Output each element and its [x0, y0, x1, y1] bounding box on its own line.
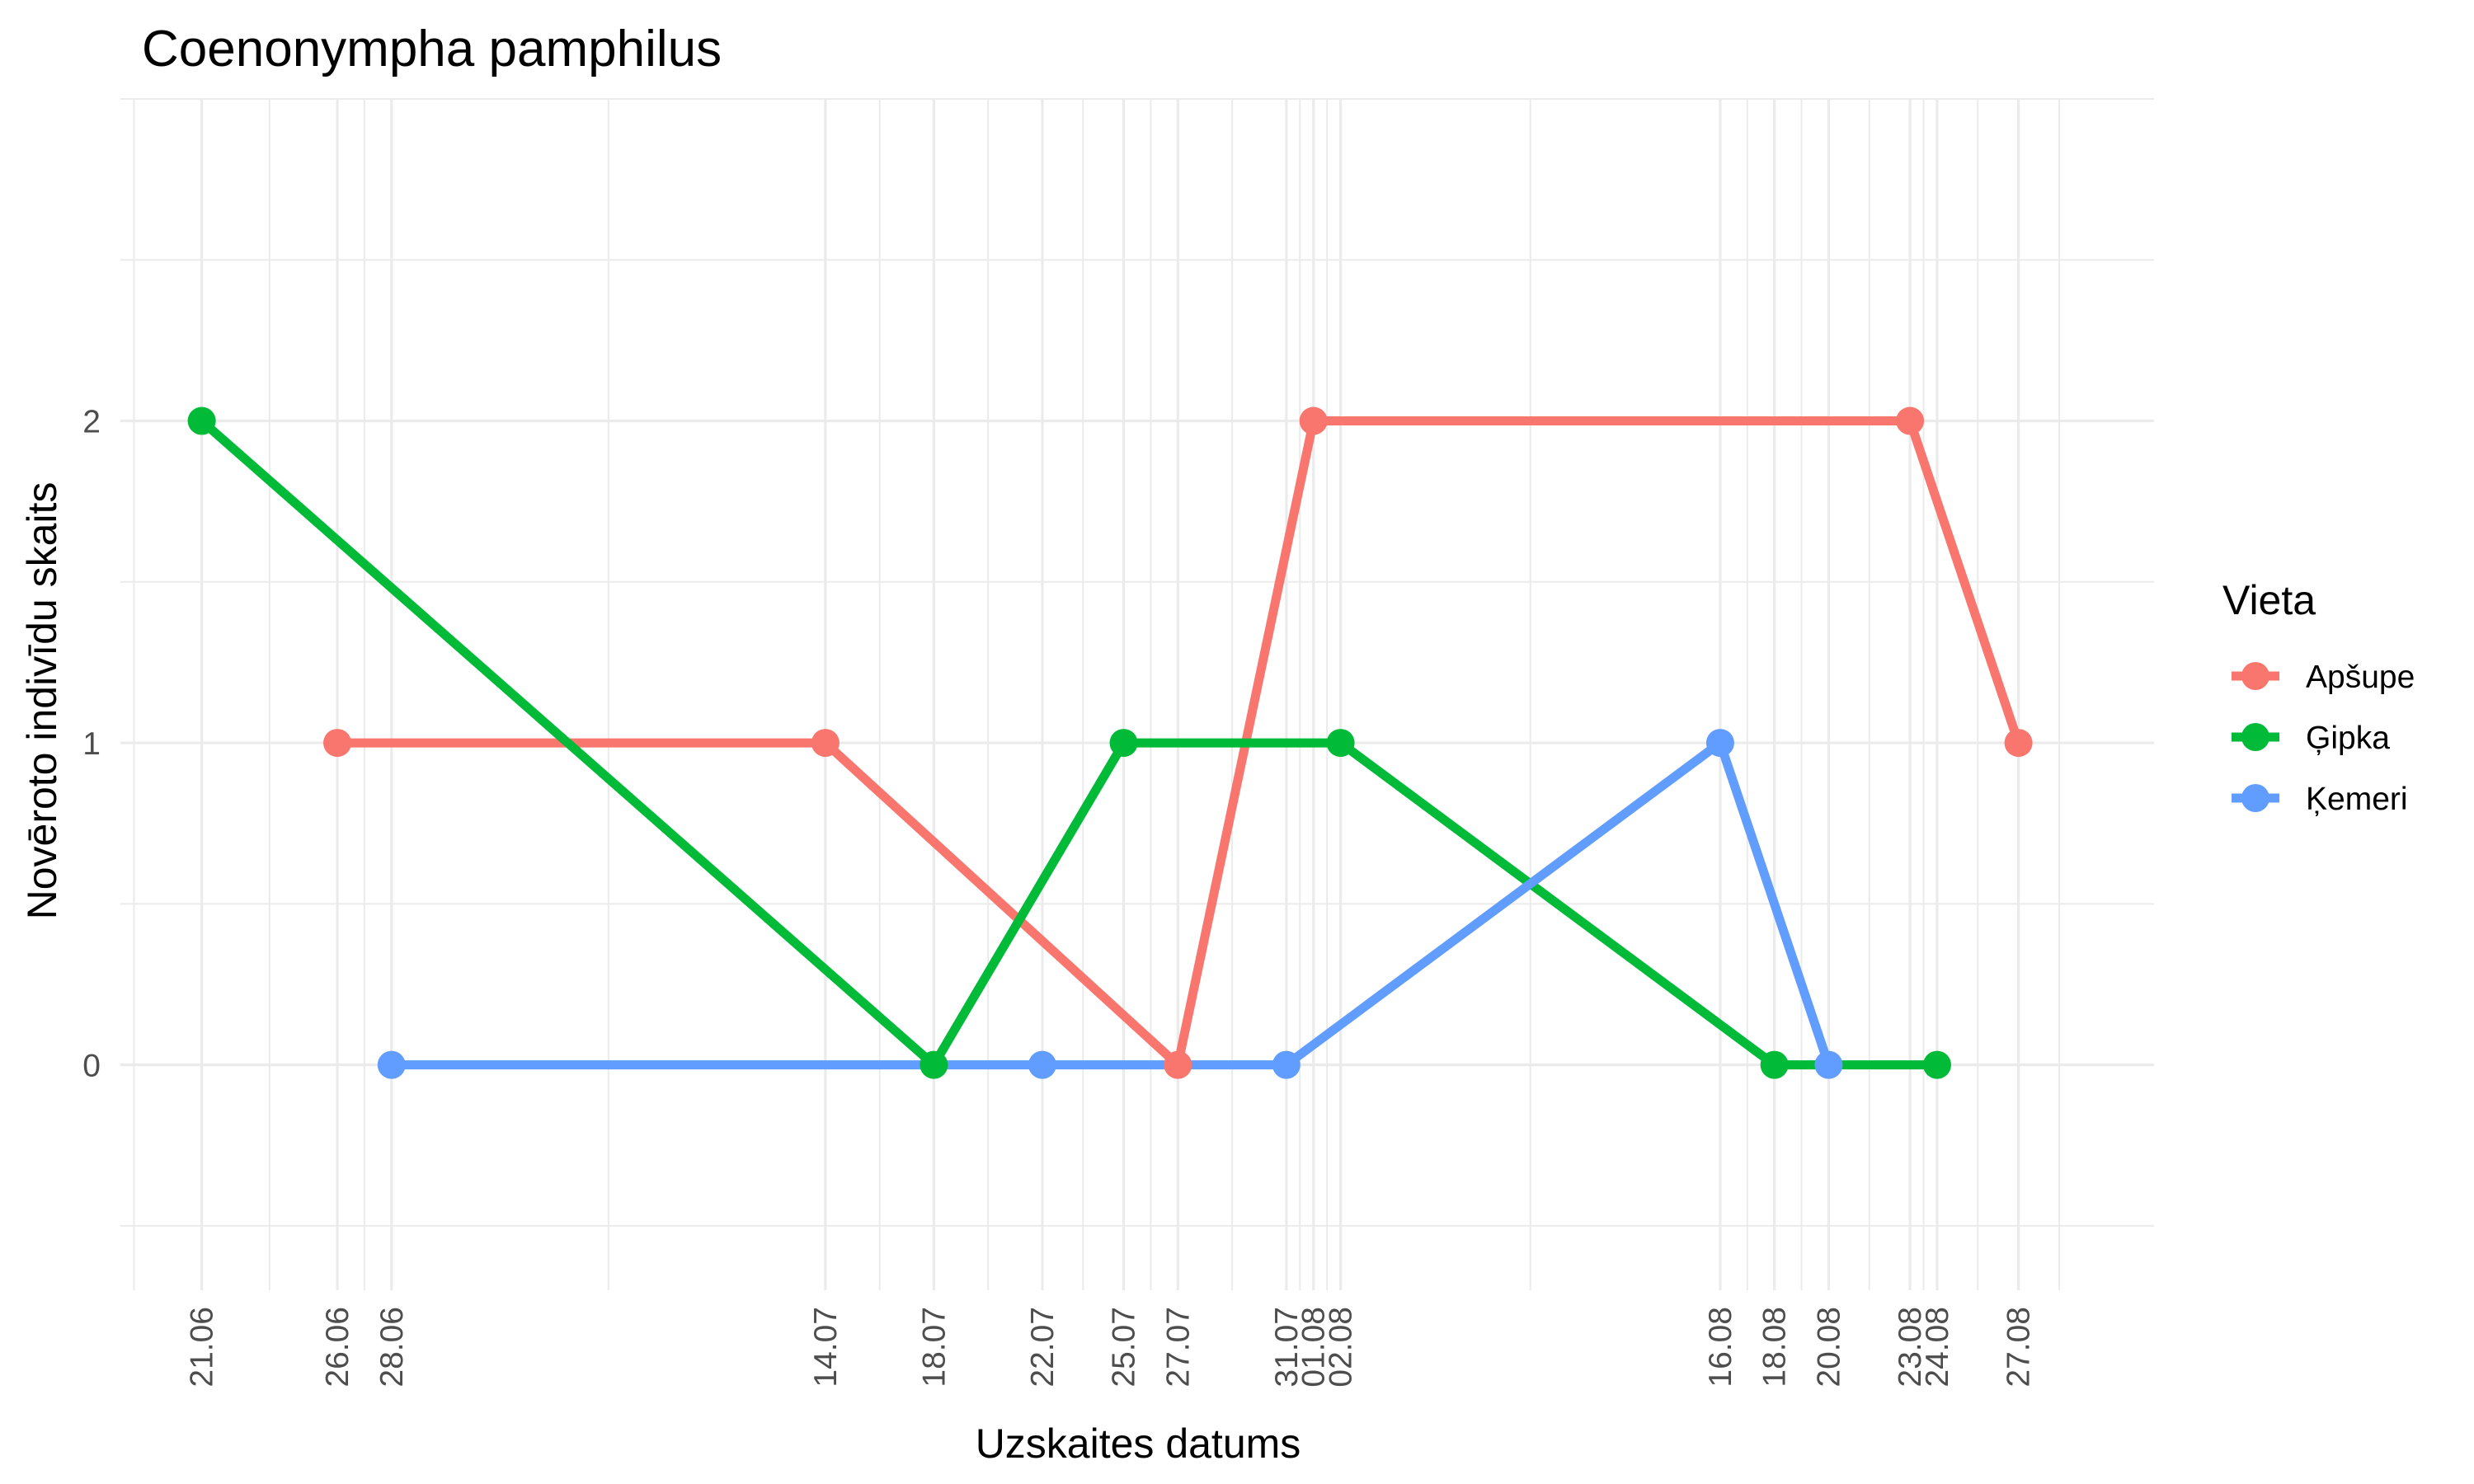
x-tick-label: 22.07 — [1025, 1307, 1061, 1388]
x-tick-label: 26.06 — [320, 1307, 355, 1388]
data-point — [1028, 1050, 1056, 1079]
data-point — [323, 729, 352, 758]
data-point — [1760, 1050, 1789, 1079]
legend-title: Vieta — [2222, 577, 2316, 623]
data-point — [377, 1050, 406, 1079]
x-tick-label: 14.07 — [808, 1307, 844, 1388]
x-tick-label: 01.08 — [1296, 1307, 1332, 1388]
data-point — [811, 729, 840, 758]
y-tick-labels: 0 1 2 — [82, 405, 101, 1084]
data-point — [187, 406, 216, 435]
series-line — [198, 417, 1937, 1070]
x-tick-label: 21.06 — [185, 1307, 220, 1388]
y-tick-label: 1 — [82, 726, 101, 762]
x-tick-label: 28.06 — [374, 1307, 410, 1388]
x-tick-labels: 21.06 26.06 28.06 14.07 18.07 22.07 25.07 27.07… — [185, 1307, 2037, 1388]
series-points — [187, 406, 1951, 1079]
data-point — [1272, 1050, 1300, 1079]
legend-label: Apšupe — [2306, 660, 2415, 695]
grid-layer — [120, 98, 2154, 1290]
data-point — [2004, 729, 2033, 758]
series-group — [198, 417, 1937, 1070]
legend-key-point — [2241, 662, 2269, 690]
legend: Vieta Apšupe Ģipka Ķemeri — [2222, 577, 2415, 817]
x-tick-label: 27.07 — [1160, 1307, 1196, 1388]
x-tick-label: 20.08 — [1811, 1307, 1846, 1388]
legend-label: Ģipka — [2306, 721, 2390, 756]
x-tick-label: 16.08 — [1703, 1307, 1738, 1388]
legend-key-point — [2241, 784, 2269, 812]
x-tick-label: 18.07 — [916, 1307, 952, 1388]
data-point — [1299, 406, 1328, 435]
series-points — [377, 729, 1843, 1079]
data-point — [1326, 729, 1355, 758]
data-point — [1814, 1050, 1843, 1079]
legend-item: Ķemeri — [2232, 782, 2408, 817]
data-point — [1922, 1050, 1951, 1079]
legend-item: Ģipka — [2232, 721, 2390, 756]
y-tick-label: 0 — [82, 1049, 101, 1084]
x-tick-label: 31.07 — [1269, 1307, 1305, 1388]
x-tick-label: 24.08 — [1920, 1307, 1955, 1388]
y-axis-title: Novēroto indivīdu skaits — [19, 482, 65, 920]
chart-title: Coenonympha pamphilus — [142, 21, 722, 77]
x-tick-label: 02.08 — [1324, 1307, 1359, 1388]
y-tick-label: 2 — [82, 405, 101, 440]
data-point — [1109, 729, 1138, 758]
legend-label: Ķemeri — [2306, 782, 2408, 817]
data-point — [1896, 406, 1925, 435]
x-tick-label: 27.08 — [2001, 1307, 2037, 1388]
data-point — [1705, 729, 1734, 758]
x-tick-label: 25.07 — [1107, 1307, 1142, 1388]
series-points — [323, 406, 2033, 1079]
legend-items: Apšupe Ģipka Ķemeri — [2232, 660, 2415, 817]
legend-key-point — [2241, 723, 2269, 751]
series-layer — [187, 406, 2033, 1079]
legend-item: Apšupe — [2232, 660, 2415, 695]
data-point — [920, 1050, 948, 1079]
x-tick-label: 18.08 — [1757, 1307, 1793, 1388]
data-point — [1164, 1050, 1192, 1079]
x-axis-title: Uzskaites datums — [976, 1421, 1301, 1467]
x-tick-label: 23.08 — [1893, 1307, 1928, 1388]
